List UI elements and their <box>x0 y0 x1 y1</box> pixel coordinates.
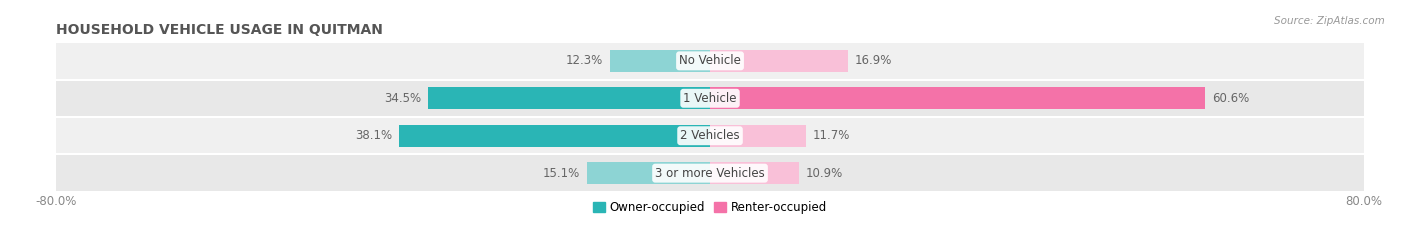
Text: 34.5%: 34.5% <box>384 92 422 105</box>
Text: 60.6%: 60.6% <box>1212 92 1249 105</box>
Text: 1 Vehicle: 1 Vehicle <box>683 92 737 105</box>
Bar <box>399 125 710 146</box>
Text: 15.1%: 15.1% <box>543 167 581 180</box>
Text: 10.9%: 10.9% <box>806 167 842 180</box>
Text: No Vehicle: No Vehicle <box>679 54 741 67</box>
Bar <box>710 125 806 146</box>
Bar <box>586 162 710 184</box>
Bar <box>610 50 710 72</box>
Text: HOUSEHOLD VEHICLE USAGE IN QUITMAN: HOUSEHOLD VEHICLE USAGE IN QUITMAN <box>56 23 382 37</box>
Bar <box>56 42 1364 80</box>
Text: 11.7%: 11.7% <box>813 129 849 142</box>
Bar <box>710 162 799 184</box>
Text: 38.1%: 38.1% <box>354 129 392 142</box>
Legend: Owner-occupied, Renter-occupied: Owner-occupied, Renter-occupied <box>588 197 832 219</box>
Bar <box>56 154 1364 192</box>
Bar <box>710 50 848 72</box>
Bar <box>427 88 710 109</box>
Bar <box>56 117 1364 154</box>
Text: 12.3%: 12.3% <box>565 54 603 67</box>
Text: 2 Vehicles: 2 Vehicles <box>681 129 740 142</box>
Text: Source: ZipAtlas.com: Source: ZipAtlas.com <box>1274 16 1385 26</box>
Text: 3 or more Vehicles: 3 or more Vehicles <box>655 167 765 180</box>
Bar <box>710 88 1205 109</box>
Text: 16.9%: 16.9% <box>855 54 891 67</box>
Bar <box>56 80 1364 117</box>
